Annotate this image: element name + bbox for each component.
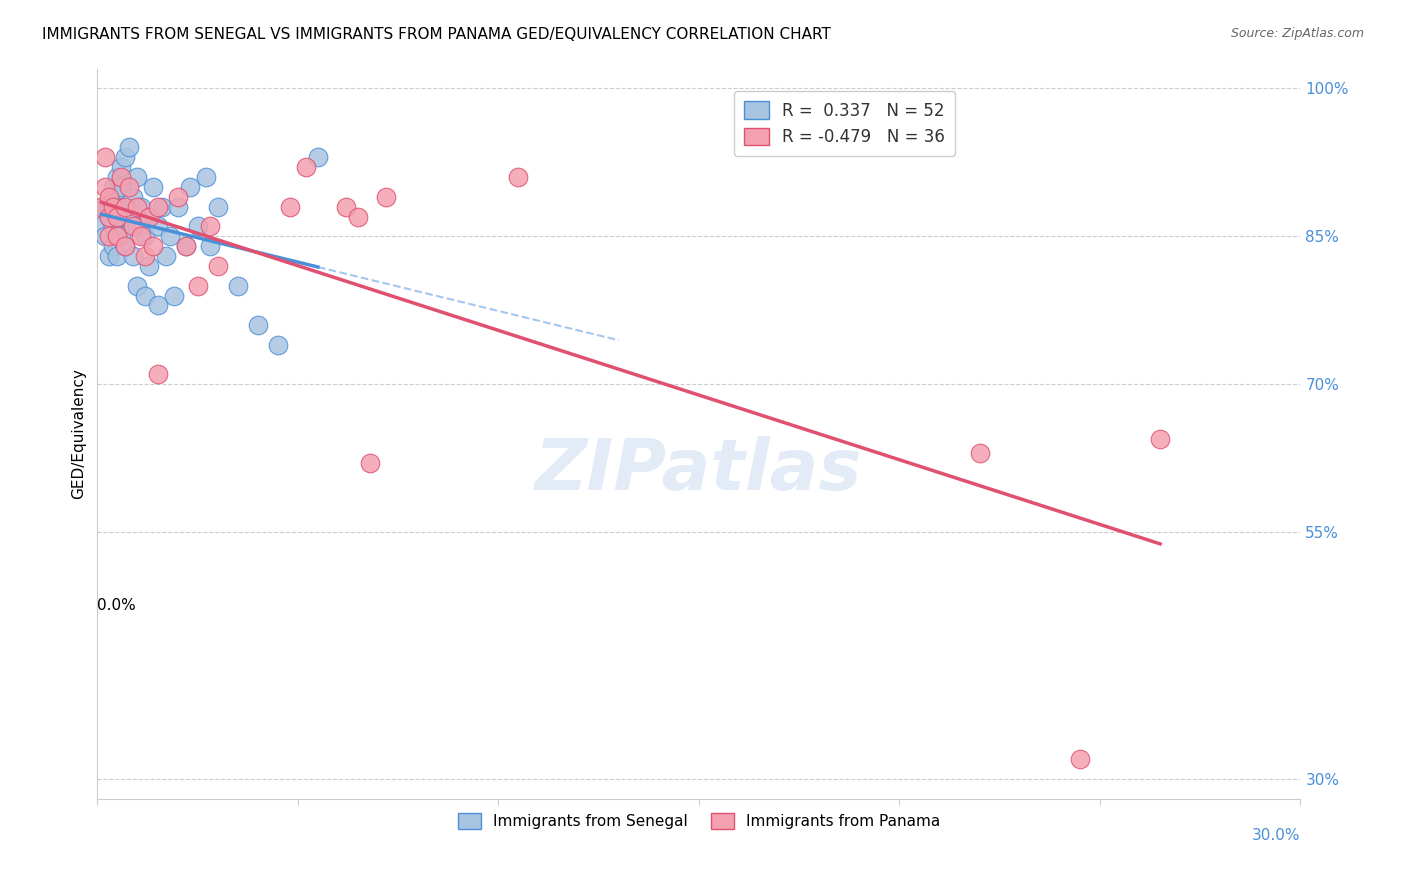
Point xyxy=(131,229,153,244)
Point xyxy=(94,150,117,164)
Point xyxy=(103,219,125,234)
Point xyxy=(187,278,209,293)
Point xyxy=(138,259,160,273)
Point xyxy=(134,229,156,244)
Point xyxy=(118,210,141,224)
Point xyxy=(1069,752,1091,766)
Point xyxy=(127,170,149,185)
Point xyxy=(127,200,149,214)
Point xyxy=(98,210,121,224)
Point xyxy=(508,170,530,185)
Text: Source: ZipAtlas.com: Source: ZipAtlas.com xyxy=(1230,27,1364,40)
Point xyxy=(114,239,136,253)
Point xyxy=(103,180,125,194)
Text: 0.0%: 0.0% xyxy=(97,598,136,613)
Point xyxy=(138,210,160,224)
Point xyxy=(98,190,121,204)
Point xyxy=(98,229,121,244)
Point xyxy=(127,219,149,234)
Point xyxy=(166,190,188,204)
Point xyxy=(110,160,132,174)
Point xyxy=(138,210,160,224)
Point xyxy=(267,338,290,352)
Point xyxy=(110,229,132,244)
Point xyxy=(114,239,136,253)
Point xyxy=(114,150,136,164)
Point xyxy=(110,170,132,185)
Point xyxy=(98,200,121,214)
Point xyxy=(155,249,177,263)
Point xyxy=(110,210,132,224)
Point xyxy=(335,200,357,214)
Point xyxy=(134,249,156,263)
Point xyxy=(162,288,184,302)
Point xyxy=(103,190,125,204)
Point xyxy=(103,239,125,253)
Point xyxy=(375,190,398,204)
Point xyxy=(94,229,117,244)
Point xyxy=(98,210,121,224)
Point xyxy=(131,200,153,214)
Point xyxy=(179,180,201,194)
Point xyxy=(166,200,188,214)
Point xyxy=(347,210,370,224)
Point xyxy=(127,278,149,293)
Point xyxy=(118,180,141,194)
Point xyxy=(146,200,169,214)
Point xyxy=(142,180,165,194)
Point xyxy=(159,229,181,244)
Point xyxy=(295,160,318,174)
Y-axis label: GED/Equivalency: GED/Equivalency xyxy=(72,368,86,500)
Point xyxy=(110,180,132,194)
Point xyxy=(107,200,129,214)
Point xyxy=(198,239,221,253)
Point xyxy=(1149,432,1171,446)
Point xyxy=(174,239,197,253)
Point xyxy=(94,180,117,194)
Point xyxy=(98,249,121,263)
Point xyxy=(107,170,129,185)
Point xyxy=(114,200,136,214)
Point xyxy=(226,278,249,293)
Point xyxy=(146,219,169,234)
Text: 30.0%: 30.0% xyxy=(1251,828,1301,843)
Point xyxy=(174,239,197,253)
Point xyxy=(94,200,117,214)
Text: ZIPatlas: ZIPatlas xyxy=(536,435,863,505)
Point xyxy=(142,239,165,253)
Point xyxy=(187,219,209,234)
Point xyxy=(114,200,136,214)
Text: IMMIGRANTS FROM SENEGAL VS IMMIGRANTS FROM PANAMA GED/EQUIVALENCY CORRELATION CH: IMMIGRANTS FROM SENEGAL VS IMMIGRANTS FR… xyxy=(42,27,831,42)
Point xyxy=(90,219,112,234)
Point xyxy=(150,200,173,214)
Point xyxy=(118,140,141,154)
Point xyxy=(90,200,112,214)
Point xyxy=(146,298,169,312)
Point xyxy=(194,170,217,185)
Point xyxy=(107,229,129,244)
Point xyxy=(207,259,229,273)
Point xyxy=(246,318,269,332)
Point xyxy=(207,200,229,214)
Point xyxy=(122,249,145,263)
Point xyxy=(107,249,129,263)
Point xyxy=(103,200,125,214)
Point xyxy=(198,219,221,234)
Point xyxy=(278,200,301,214)
Point xyxy=(359,456,381,470)
Point xyxy=(122,190,145,204)
Point xyxy=(969,446,991,460)
Legend: Immigrants from Senegal, Immigrants from Panama: Immigrants from Senegal, Immigrants from… xyxy=(451,807,946,835)
Point xyxy=(107,210,129,224)
Point xyxy=(107,229,129,244)
Point xyxy=(146,368,169,382)
Point xyxy=(134,288,156,302)
Point xyxy=(307,150,329,164)
Point xyxy=(107,210,129,224)
Point xyxy=(122,219,145,234)
